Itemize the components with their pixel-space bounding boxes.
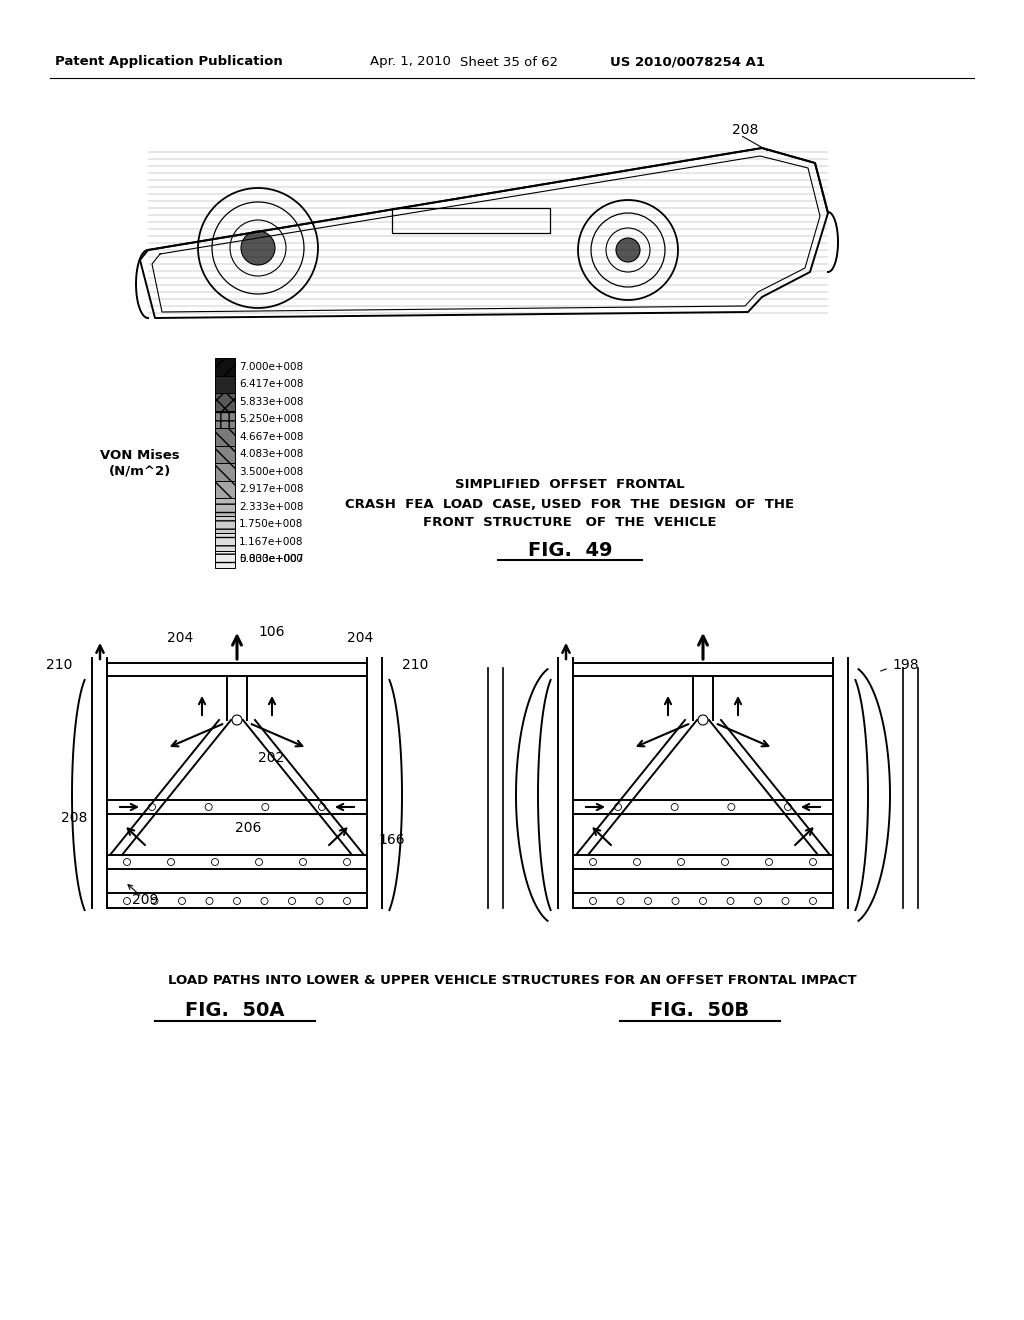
Text: CRASH  FEA  LOAD  CASE, USED  FOR  THE  DESIGN  OF  THE: CRASH FEA LOAD CASE, USED FOR THE DESIGN… (345, 498, 795, 511)
Text: 204: 204 (347, 631, 373, 645)
Bar (215, 446, 234, 463)
Text: 0.000e+000: 0.000e+000 (239, 554, 303, 564)
Text: 204: 204 (167, 631, 194, 645)
Text: 106: 106 (259, 624, 286, 639)
Text: 2.333e+008: 2.333e+008 (239, 502, 303, 512)
Text: SIMPLIFIED  OFFSET  FRONTAL: SIMPLIFIED OFFSET FRONTAL (456, 479, 685, 491)
Text: 5.250e+008: 5.250e+008 (239, 414, 303, 424)
Text: 208: 208 (60, 810, 87, 825)
Text: FIG.  50A: FIG. 50A (185, 1001, 285, 1019)
Text: 1.750e+008: 1.750e+008 (239, 519, 303, 529)
Text: Sheet 35 of 62: Sheet 35 of 62 (460, 55, 558, 69)
Text: 206: 206 (234, 821, 261, 836)
Circle shape (241, 231, 275, 265)
Text: 4.083e+008: 4.083e+008 (239, 449, 303, 459)
Bar (215, 428, 234, 446)
Bar (215, 358, 234, 375)
Text: 198: 198 (892, 657, 919, 672)
Bar (392, 209, 550, 234)
Bar (215, 498, 234, 516)
Text: Apr. 1, 2010: Apr. 1, 2010 (370, 55, 451, 69)
Text: 208: 208 (732, 123, 759, 137)
Text: VON Mises
(N/m^2): VON Mises (N/m^2) (100, 449, 180, 477)
Text: 1.167e+008: 1.167e+008 (239, 537, 303, 546)
Text: 2.917e+008: 2.917e+008 (239, 484, 303, 494)
Bar (215, 375, 234, 393)
Text: 166: 166 (378, 833, 404, 847)
Bar (215, 411, 234, 428)
Circle shape (616, 238, 640, 261)
Text: 202: 202 (258, 751, 285, 766)
Text: 5.833e+007: 5.833e+007 (239, 554, 303, 564)
Bar (215, 393, 234, 411)
Text: 5.833e+008: 5.833e+008 (239, 397, 303, 407)
Text: 3.500e+008: 3.500e+008 (239, 467, 303, 477)
Text: Patent Application Publication: Patent Application Publication (55, 55, 283, 69)
Text: 4.667e+008: 4.667e+008 (239, 432, 303, 442)
Bar (215, 550, 234, 568)
Text: LOAD PATHS INTO LOWER & UPPER VEHICLE STRUCTURES FOR AN OFFSET FRONTAL IMPACT: LOAD PATHS INTO LOWER & UPPER VEHICLE ST… (168, 974, 856, 986)
Text: 6.417e+008: 6.417e+008 (239, 379, 303, 389)
Bar (215, 463, 234, 480)
Text: 210: 210 (46, 657, 72, 672)
Bar (215, 480, 234, 498)
Text: FIG.  50B: FIG. 50B (650, 1001, 750, 1019)
Text: 7.000e+008: 7.000e+008 (239, 362, 303, 372)
Bar (215, 516, 234, 533)
Text: US 2010/0078254 A1: US 2010/0078254 A1 (610, 55, 765, 69)
Text: 210: 210 (402, 657, 428, 672)
Text: FIG.  49: FIG. 49 (527, 540, 612, 560)
Text: FRONT  STRUCTURE   OF  THE  VEHICLE: FRONT STRUCTURE OF THE VEHICLE (423, 516, 717, 529)
Text: 209: 209 (132, 894, 158, 907)
Bar (215, 533, 234, 550)
